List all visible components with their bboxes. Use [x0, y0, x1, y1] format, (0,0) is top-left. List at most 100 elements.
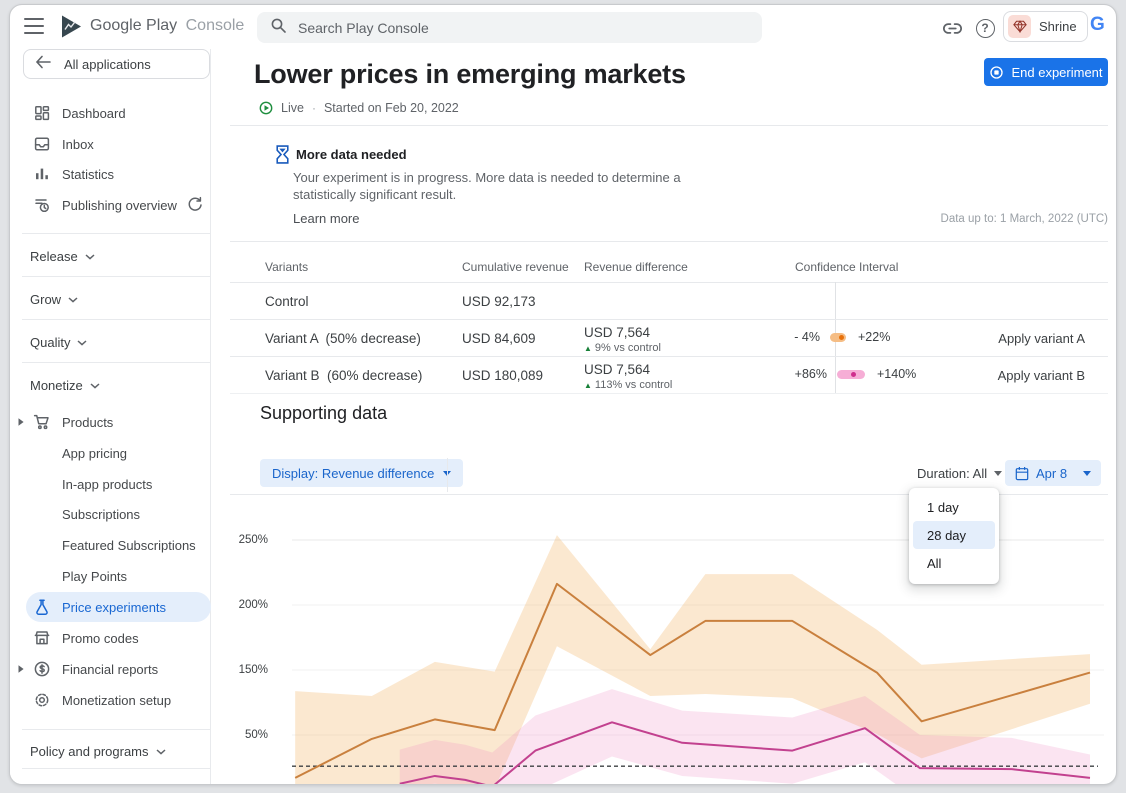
revenue-difference-note: ▲ 113% vs control — [584, 379, 673, 391]
ci-lower-bound: - 4% — [794, 330, 820, 344]
divider — [447, 458, 448, 492]
sidebar-section-quality[interactable]: Quality — [30, 333, 87, 351]
cumulative-revenue-value: USD 92,173 — [462, 294, 536, 309]
chevron-down-icon — [68, 290, 78, 308]
divider — [230, 356, 1108, 357]
divider — [22, 233, 211, 234]
sidebar-item-label: Promo codes — [62, 630, 139, 646]
menu-item-1-day[interactable]: 1 day — [927, 499, 959, 515]
sidebar-item-play-points[interactable]: Play Points — [10, 561, 211, 591]
help-icon[interactable]: ? — [974, 17, 996, 39]
chevron-down-icon — [77, 333, 87, 351]
logo-text-secondary: Console — [185, 17, 245, 34]
search-bar[interactable] — [257, 12, 762, 43]
sidebar-item-label: Statistics — [62, 166, 115, 182]
sidebar-item-dashboard[interactable]: Dashboard — [10, 98, 211, 128]
sidebar-item-label: Products — [62, 414, 114, 430]
back-to-all-applications-button[interactable]: All applications — [23, 49, 210, 79]
sidebar-item-statistics[interactable]: Statistics — [10, 159, 211, 189]
sidebar-item-label: Price experiments — [62, 599, 167, 615]
google-logo[interactable]: G — [1090, 14, 1105, 35]
page-title: Lower prices in emerging markets — [254, 59, 686, 89]
display-metric-chip[interactable]: Display: Revenue difference — [260, 459, 464, 487]
apply-variant-link[interactable]: Apply variant B — [997, 368, 1085, 383]
sidebar-item-featured-subscriptions[interactable]: Featured Subscriptions — [10, 530, 211, 560]
sidebar-item-label: Publishing overview — [62, 197, 177, 213]
revenue-difference-value: USD 7,564 — [584, 362, 651, 377]
menu-item-28-day[interactable]: 28 day — [913, 521, 995, 549]
section-label: Monetize — [30, 377, 83, 393]
storefront-icon — [33, 629, 51, 647]
end-experiment-button[interactable]: End experiment — [984, 58, 1108, 86]
flask-icon — [33, 598, 51, 616]
revenue-difference-value: USD 7,564 — [584, 325, 651, 340]
sidebar-item-label: Financial reports — [62, 661, 159, 677]
sidebar-item-monetization-setup[interactable]: Monetization setup — [10, 685, 211, 715]
display-chip-label: Display: Revenue difference — [272, 465, 435, 481]
menu-hamburger-icon[interactable] — [24, 18, 44, 34]
section-label: Policy and programs — [30, 743, 149, 759]
sidebar-section-policy-and-programs[interactable]: Policy and programs — [30, 742, 166, 760]
sidebar-section-monetize[interactable]: Monetize — [30, 376, 100, 394]
end-experiment-label: End experiment — [1011, 64, 1103, 80]
app-window: Google Play Console ? Shrine G — [9, 4, 1117, 785]
table-row-variant-a-50-decrease: Variant A (50% decrease) USD 84,609 USD 7,… — [211, 319, 1108, 356]
column-header-revenue-difference: Revenue difference — [584, 260, 688, 274]
divider — [230, 282, 1108, 283]
menu-item-all[interactable]: All — [927, 555, 942, 571]
cumulative-revenue-value: USD 84,609 — [462, 331, 536, 346]
sync-icon[interactable] — [186, 196, 204, 214]
divider — [230, 125, 1108, 126]
play-console-logo-icon[interactable] — [60, 14, 83, 44]
section-label: Quality — [30, 334, 71, 350]
divider — [230, 494, 1108, 495]
ci-upper-bound: +22% — [858, 330, 891, 344]
expand-caret-icon[interactable] — [17, 664, 27, 674]
cumulative-revenue-value: USD 180,089 — [462, 368, 544, 383]
sidebar-item-promo-codes[interactable]: Promo codes — [10, 623, 211, 653]
status-badge: Live — [281, 101, 304, 115]
sidebar-item-financial-reports[interactable]: Financial reports — [10, 654, 211, 684]
app-selector-label: Shrine — [1039, 19, 1077, 34]
sidebar-section-grow[interactable]: Grow — [30, 290, 78, 308]
main-content: Lower prices in emerging markets End exp… — [211, 49, 1116, 784]
logo-text-primary: Google Play — [90, 17, 178, 34]
divider — [22, 729, 211, 730]
sidebar-item-in-app-products[interactable]: In-app products — [10, 469, 211, 499]
hourglass-icon — [275, 145, 290, 169]
sidebar-item-publishing-overview[interactable]: Publishing overview — [10, 190, 211, 220]
notice-title: More data needed — [296, 147, 407, 162]
sidebar-item-app-pricing[interactable]: App pricing — [10, 438, 211, 468]
sidebar-item-inbox[interactable]: Inbox — [10, 129, 211, 159]
ci-point-estimate-dot — [839, 335, 844, 340]
experiment-status-row: Live · Started on Feb 20, 2022 — [259, 101, 459, 115]
sidebar-item-label: Monetization setup — [62, 692, 172, 708]
table-row-variant-b-60-decrease: Variant B (60% decrease) USD 180,089 USD 7… — [211, 356, 1108, 393]
expand-caret-icon[interactable] — [17, 417, 27, 427]
sidebar-item-products[interactable]: Products — [10, 407, 211, 437]
sidebar-section-release[interactable]: Release — [30, 247, 95, 265]
y-axis-tick-label: 250% — [238, 534, 268, 546]
duration-filter[interactable]: Duration: All — [917, 466, 1003, 481]
variant-a-line — [399, 721, 1091, 784]
sidebar-item-price-experiments[interactable]: Price experiments — [26, 592, 211, 622]
date-picker-chip[interactable]: Apr 8 — [1005, 460, 1102, 486]
copy-link-icon[interactable] — [941, 17, 963, 39]
inbox-icon — [33, 135, 51, 153]
app-selector-chip[interactable]: Shrine — [1003, 11, 1088, 42]
ci-upper-bound: +140% — [877, 367, 917, 381]
ci-bar — [830, 333, 846, 342]
chevron-down-icon — [90, 376, 100, 394]
learn-more-link[interactable]: Learn more — [293, 211, 360, 226]
ci-point-estimate-dot — [851, 372, 856, 377]
sidebar-item-subscriptions[interactable]: Subscriptions — [10, 499, 211, 529]
search-input[interactable] — [298, 19, 718, 36]
table-row-control: Control USD 92,173 — [211, 282, 1108, 319]
apply-variant-link[interactable]: Apply variant A — [998, 331, 1085, 346]
revenue-difference-note: ▲ 9% vs control — [584, 342, 661, 354]
section-label: Release — [30, 248, 78, 264]
y-axis-tick-label: 50% — [244, 729, 268, 741]
sidebar-item-label: Featured Subscriptions — [62, 537, 196, 553]
arrow-up-icon: ▲ — [584, 344, 592, 353]
sidebar-item-label: Play Points — [62, 568, 128, 584]
